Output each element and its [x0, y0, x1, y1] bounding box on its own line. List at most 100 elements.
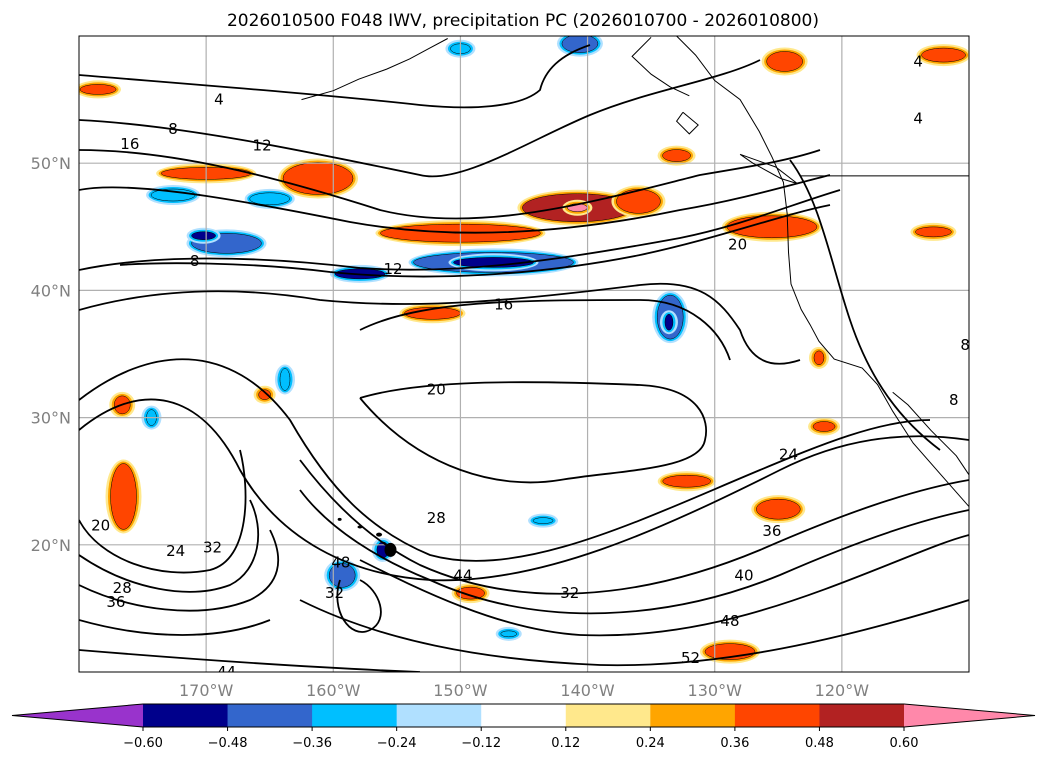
iwv-contour-label: 48	[331, 554, 350, 572]
latitude-label: 40°N	[31, 281, 71, 300]
iwv-contour-label: 28	[113, 579, 132, 597]
iwv-contour-line	[79, 59, 761, 178]
iwv-contours	[79, 44, 969, 672]
coastline-segment	[676, 36, 969, 507]
iwv-contour-label: 16	[494, 295, 513, 313]
colorbar-extend-min	[12, 704, 143, 727]
iwv-contour-line	[79, 282, 801, 365]
iwv-contour-line	[79, 189, 841, 271]
colorbar-segment	[481, 704, 567, 727]
precip-feature	[79, 80, 122, 99]
iwv-contour-line	[79, 358, 931, 562]
iwv-contour-label: 36	[106, 593, 125, 611]
latitude-label: 50°N	[31, 154, 71, 173]
precip-feature	[146, 185, 201, 205]
colorbar-tick-label: 0.24	[636, 736, 665, 751]
coastline-segment	[631, 36, 690, 97]
longitude-tick-labels: 170°W 160°W 150°W 140°W 130°W 120°W	[179, 681, 869, 700]
precip-feature	[253, 385, 276, 404]
iwv-contour-line	[299, 599, 969, 667]
iwv-contour-line	[359, 534, 969, 637]
iwv-contour-label: 8	[960, 336, 970, 354]
precip-feature	[657, 145, 696, 166]
precip-feature	[186, 227, 221, 244]
longitude-label: 170°W	[179, 681, 234, 700]
iwv-contour-line	[79, 529, 279, 612]
longitude-label: 140°W	[560, 681, 615, 700]
iwv-contour-label: 8	[168, 120, 178, 138]
chart-title: 2026010500 F048 IWV, precipitation PC (2…	[227, 11, 819, 31]
iwv-contour-line	[359, 381, 707, 484]
iwv-contour-line	[79, 174, 831, 234]
colorbar-segment	[227, 704, 313, 727]
colorbar-tick-label: −0.36	[292, 736, 332, 751]
iwv-contour-label: 12	[383, 260, 402, 278]
iwv-contour-label: 4	[913, 110, 923, 128]
precip-feature	[278, 158, 359, 199]
latitude-label: 20°N	[31, 536, 71, 555]
colorbar-tick-label: −0.48	[208, 736, 248, 751]
iwv-contour-label: 24	[166, 542, 185, 560]
coastline-segment	[739, 153, 798, 185]
precip-feature	[556, 36, 603, 57]
iwv-contour-line	[299, 489, 969, 615]
latitude-label: 30°N	[31, 409, 71, 428]
iwv-contour-label: 32	[325, 584, 344, 602]
iwv-contour-line	[789, 159, 941, 451]
iwv-contour-line	[336, 579, 382, 633]
iwv-contour-label: 48	[720, 612, 739, 630]
colorbar-segment	[734, 704, 820, 727]
longitude-label: 150°W	[433, 681, 488, 700]
iwv-contour-label: 20	[91, 517, 110, 535]
iwv-contour-label: 32	[203, 538, 222, 556]
precip-feature	[375, 220, 546, 247]
iwv-contour-label: 28	[427, 509, 446, 527]
map-background	[79, 36, 969, 672]
colorbar-tick-label: −0.12	[461, 736, 501, 751]
iwv-contour-label: 36	[762, 522, 781, 540]
coastline-segment	[301, 38, 448, 101]
colorbar-tick-label: −0.60	[123, 736, 163, 751]
precip-feature	[916, 44, 969, 67]
precip-feature	[808, 417, 841, 436]
precip-feature	[761, 47, 808, 76]
precip-feature	[751, 495, 806, 524]
iwv-contour-line	[79, 619, 271, 636]
longitude-label: 160°W	[306, 681, 361, 700]
longitude-label: 130°W	[688, 681, 743, 700]
iwv-contour-line	[79, 149, 821, 220]
precip-feature	[659, 310, 678, 335]
colorbar-segment	[819, 704, 905, 727]
colorbar-segment	[143, 704, 229, 727]
precip-feature	[399, 303, 466, 324]
colorbar-tick-label: 0.36	[720, 736, 749, 751]
iwv-contour-label: 12	[253, 136, 272, 154]
iwv-contour-line	[359, 299, 731, 361]
iwv-contour-label: 44	[453, 566, 472, 584]
latitude-tick-labels: 20°N 30°N 40°N 50°N	[31, 154, 71, 555]
graticule	[79, 36, 969, 672]
colorbar-tick-label: 0.60	[890, 736, 919, 751]
iwv-contour-line	[79, 449, 247, 574]
colorbar: −0.60 −0.48 −0.36 −0.24 −0.12 0.12 0.24 0.36 0.4…	[11, 703, 1036, 751]
precip-feature	[105, 459, 142, 534]
colorbar-segment	[396, 704, 482, 727]
iwv-contour-label: 40	[734, 566, 753, 584]
iwv-contour-label: 20	[728, 236, 747, 254]
iwv-contour-label: 52	[681, 649, 700, 667]
precip-feature	[657, 471, 716, 492]
longitude-label: 120°W	[815, 681, 870, 700]
precipitation-pc-field	[79, 36, 969, 664]
iwv-contour-line	[79, 649, 421, 672]
coastline-segment	[675, 111, 699, 135]
colorbar-segment	[312, 704, 398, 727]
iwv-contour-line	[79, 398, 969, 582]
iwv-contour-label: 4	[214, 91, 224, 109]
colorbar-tick-label: 0.12	[551, 736, 580, 751]
precip-feature	[244, 188, 295, 209]
colorbar-segment	[565, 704, 651, 727]
colorbar-tick-label: −0.24	[377, 736, 417, 751]
colorbar-tick-label: 0.48	[805, 736, 834, 751]
